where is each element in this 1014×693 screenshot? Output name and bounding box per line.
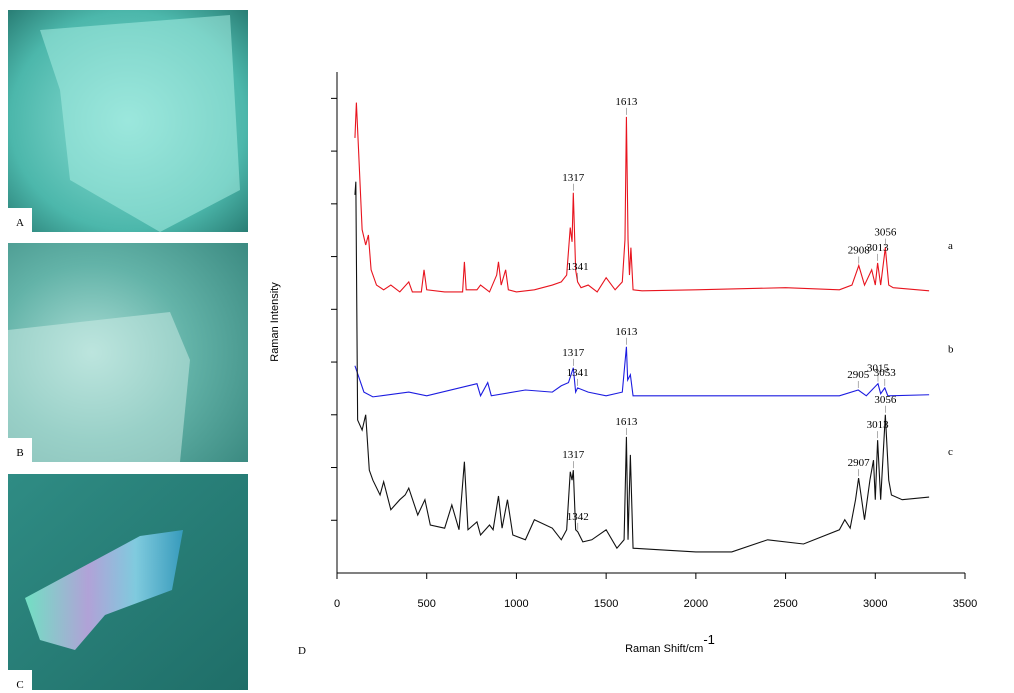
panel-label: D: [298, 645, 306, 657]
peak-label: 1613: [615, 326, 638, 338]
x-axis-label: Raman Shift/cm-1: [625, 632, 715, 655]
peak-label: 3056: [874, 227, 897, 239]
x-tick-label: 3500: [953, 598, 977, 610]
panel-label: C: [16, 679, 23, 691]
peak-label: 1317: [562, 449, 585, 461]
peak-label: 3053: [874, 367, 897, 379]
x-tick-label: 1500: [594, 598, 618, 610]
x-axis-label-main: Raman Shift/cm: [625, 643, 703, 655]
page: A B C D Raman Intensity Raman Shift/cm-1…: [0, 0, 1014, 693]
x-tick-label: 3000: [863, 598, 887, 610]
figure: A B C D Raman Intensity Raman Shift/cm-1…: [0, 0, 1014, 693]
x-tick-label: 0: [334, 598, 340, 610]
series-label: a: [948, 240, 953, 252]
peak-label: 2907: [848, 457, 871, 469]
x-tick-label: 2000: [684, 598, 708, 610]
series-label: c: [948, 446, 953, 458]
x-tick-label: 2500: [773, 598, 797, 610]
peak-label: 1342: [567, 511, 589, 523]
x-axis-label-sup: -1: [703, 632, 715, 647]
spectrum-line: [355, 103, 929, 292]
spectrum-line: [355, 182, 929, 552]
x-tick-label: 500: [418, 598, 436, 610]
y-axis-label: Raman Intensity: [269, 282, 281, 362]
peak-label: 1341: [567, 367, 589, 379]
peak-label: 3013: [867, 419, 890, 431]
panel-label: B: [16, 447, 23, 459]
x-tick-label: 1000: [504, 598, 528, 610]
peak-label: 3056: [874, 394, 897, 406]
spectrum-line: [355, 347, 929, 397]
peak-label: 1317: [562, 172, 585, 184]
peak-label: 3013: [867, 242, 890, 254]
panel-label: A: [16, 217, 24, 229]
crystal-b: [8, 312, 190, 462]
series-label: b: [948, 344, 954, 356]
peak-label: 1341: [567, 261, 589, 273]
peak-label: 1317: [562, 347, 585, 359]
peak-label: 1613: [615, 416, 638, 428]
peak-label: 1613: [615, 96, 638, 108]
